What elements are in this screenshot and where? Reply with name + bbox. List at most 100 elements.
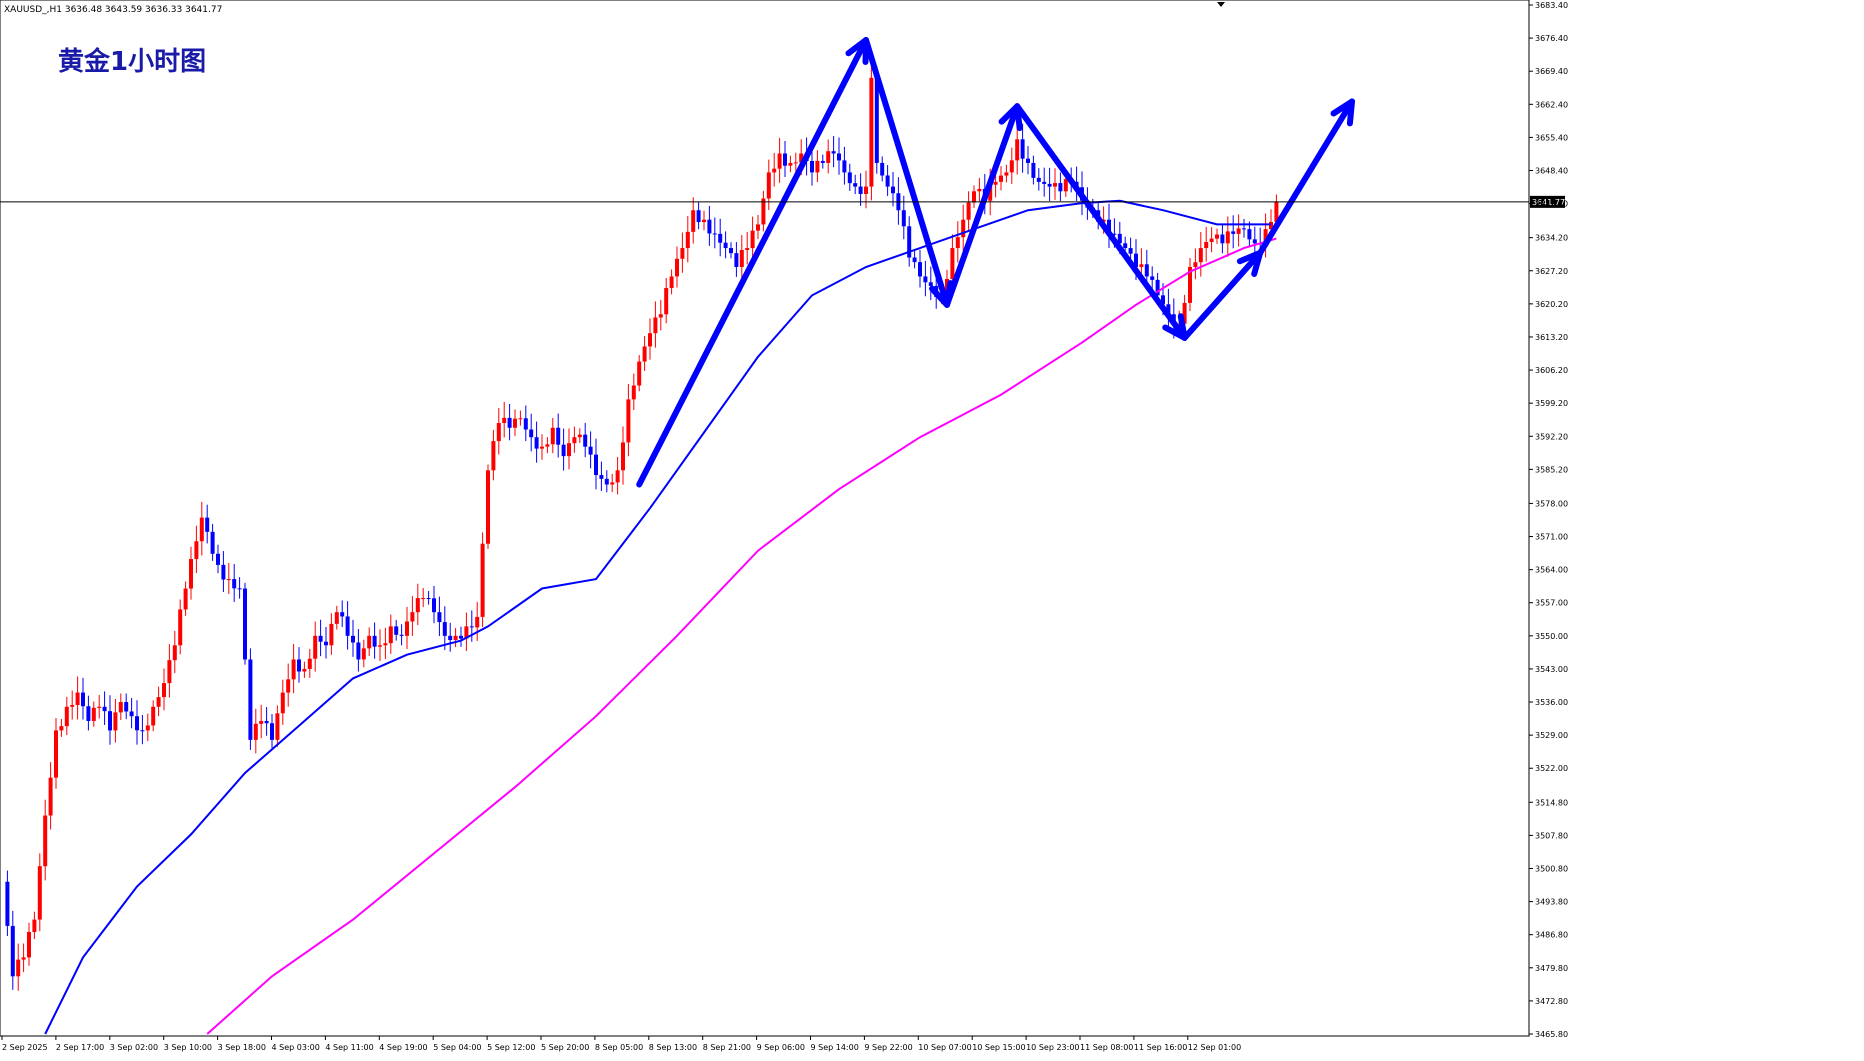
candle [702,210,706,231]
y-tick-label: 3655.40 [1535,133,1568,142]
y-tick-label: 3592.20 [1535,432,1568,441]
candle-body [615,470,620,483]
candle [972,185,976,208]
candle-body [167,660,172,684]
candle [712,217,717,249]
candle-body [621,442,625,471]
candle [248,648,253,750]
candle [10,910,15,990]
candle [486,464,490,549]
candle [1209,227,1214,253]
candle-body [864,186,868,194]
x-tick-label: 10 Sep 15:00 [972,1043,1025,1052]
candle [334,605,339,630]
candle-body [928,282,933,286]
candle-body [64,706,69,727]
y-tick-label: 3522.00 [1535,764,1568,773]
candle-body [226,579,231,581]
candle-body [394,626,399,635]
candle-body [102,706,107,712]
candle-body [1004,172,1009,176]
candle [513,409,517,437]
candle-body [1150,276,1155,280]
candle [540,434,544,460]
scroll-marker-icon[interactable] [1217,2,1225,7]
candle-body [777,153,782,169]
candle [1053,168,1057,200]
y-tick-label: 3578.00 [1535,499,1568,508]
candle-body [237,588,242,590]
x-tick-label: 10 Sep 07:00 [918,1043,971,1052]
candle-body [151,706,156,726]
candle-body [626,399,631,443]
candle-body [772,168,777,173]
candle [961,204,966,251]
candle [1150,266,1155,289]
y-tick-label: 3536.00 [1535,698,1568,707]
x-tick-label: 8 Sep 13:00 [649,1043,697,1052]
candle [70,690,75,720]
candle-body [950,248,955,279]
trend-arrow [1257,98,1355,256]
candle-body [583,434,588,447]
candle [1263,213,1268,258]
candle [880,156,885,182]
candle-body [372,635,377,647]
candle-body [48,777,53,816]
candle [388,614,393,654]
candle-body [1252,239,1257,244]
candle [91,701,96,727]
x-tick-label: 11 Sep 16:00 [1134,1043,1187,1052]
candle-body [1269,221,1273,230]
candle [491,429,496,481]
candle [1020,123,1025,173]
candle [48,762,53,830]
candle-body [108,711,112,731]
candle [113,698,118,743]
candle-body [453,635,458,641]
candle [820,154,825,169]
candle-body [988,184,993,201]
candle [108,695,112,745]
candle-body [1144,264,1149,277]
candle-body [594,454,598,476]
candle-body [286,679,291,693]
candle-body [491,441,496,471]
candle-body [513,418,517,428]
candle-body [885,175,890,187]
candle-body [1242,228,1246,230]
x-tick-label: 3 Sep 18:00 [218,1043,266,1052]
candle-body [529,429,534,438]
candle [977,177,982,202]
candle [129,698,134,729]
candle [496,408,501,455]
candle-body [750,230,755,249]
candle-body [172,645,177,661]
candle [237,577,242,599]
candle [1247,221,1252,247]
candle-body [118,702,123,713]
candle [1047,167,1052,202]
candle-body [756,224,760,231]
candle-body [475,616,480,628]
candle-body [1166,304,1171,315]
candle-body [599,475,604,479]
candle [459,626,463,647]
candle-body [810,161,814,173]
candle-body [10,925,15,977]
candle-body [847,172,852,184]
candle [610,473,615,493]
y-tick-label: 3550.00 [1535,632,1568,641]
candle [507,403,512,441]
candle [437,596,442,637]
candle-body [405,621,409,636]
candle-body [1155,279,1160,296]
candle-body [966,202,971,220]
candle-body [54,730,58,778]
candle-body [745,248,750,251]
candle-body [243,588,247,660]
candle [1004,164,1009,183]
